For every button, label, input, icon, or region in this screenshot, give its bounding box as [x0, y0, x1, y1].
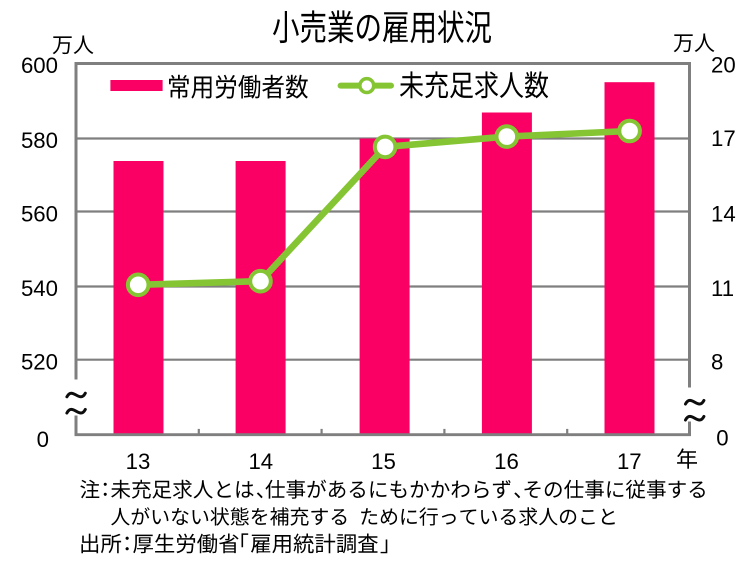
- svg-text:20: 20: [711, 53, 736, 78]
- svg-text:0: 0: [37, 427, 49, 452]
- svg-text:11: 11: [711, 276, 734, 301]
- svg-text:14: 14: [248, 449, 273, 474]
- svg-text:17: 17: [617, 449, 642, 474]
- svg-text:560: 560: [21, 201, 58, 226]
- svg-text:600: 600: [21, 53, 58, 78]
- svg-text:16: 16: [494, 449, 519, 474]
- svg-text:15: 15: [371, 449, 396, 474]
- svg-text:520: 520: [21, 349, 58, 374]
- svg-text:13: 13: [126, 449, 151, 474]
- svg-text:0: 0: [716, 425, 728, 450]
- svg-text:580: 580: [21, 128, 58, 153]
- svg-text:14: 14: [711, 201, 736, 226]
- svg-text:8: 8: [711, 349, 723, 374]
- svg-text:540: 540: [21, 276, 58, 301]
- svg-text:17: 17: [711, 126, 736, 151]
